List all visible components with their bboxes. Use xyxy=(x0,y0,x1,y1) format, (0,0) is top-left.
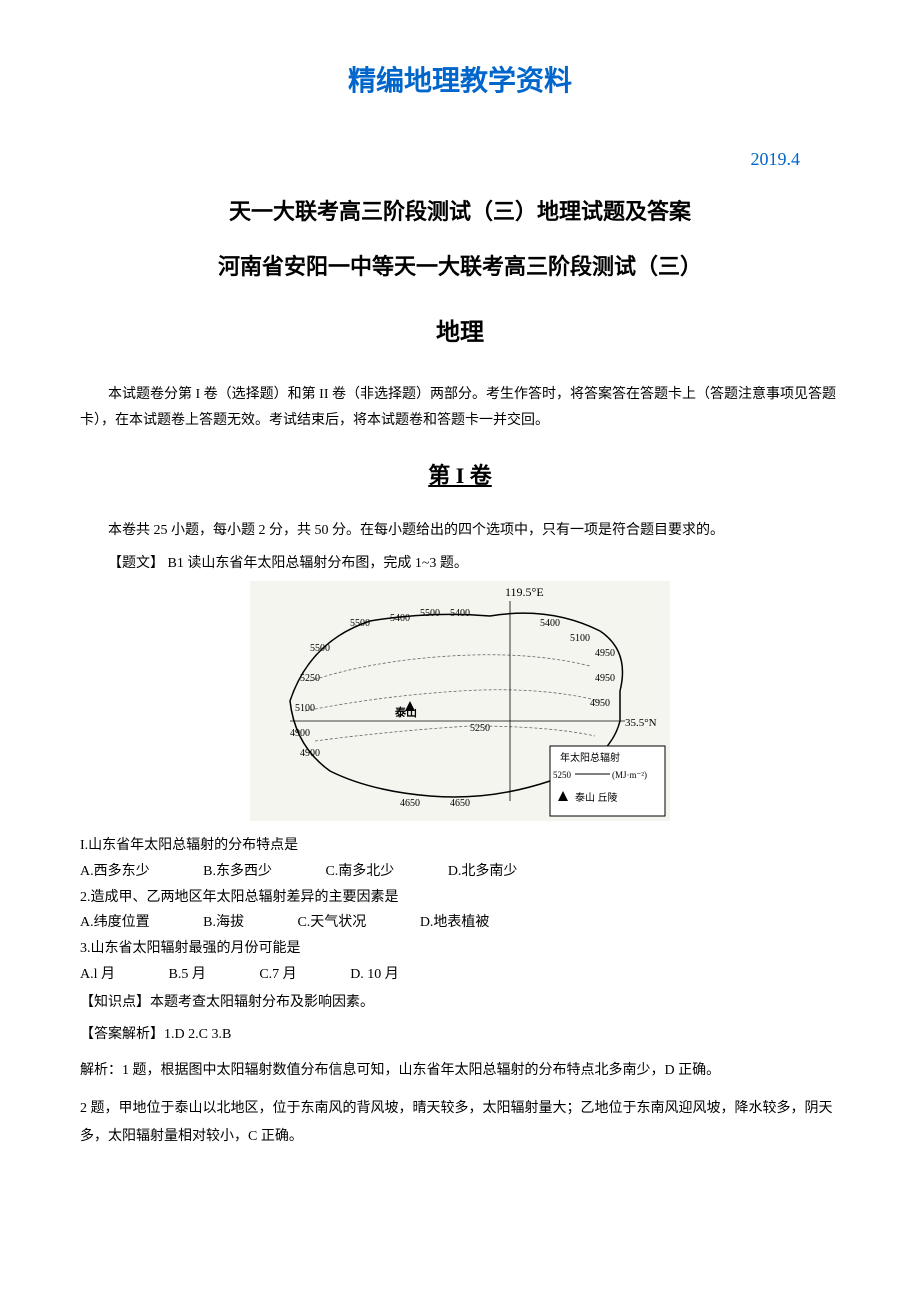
svg-text:5250: 5250 xyxy=(470,723,490,734)
q2-opt-c: C.天气状况 xyxy=(297,911,366,935)
svg-text:4900: 4900 xyxy=(290,728,310,739)
q2-opt-d: D.地表植被 xyxy=(420,911,490,935)
q1-opt-a: A.西多东少 xyxy=(80,860,150,884)
svg-text:4950: 4950 xyxy=(590,698,610,709)
main-title: 精编地理教学资料 xyxy=(80,60,840,105)
q1-opt-c: C.南多北少 xyxy=(325,860,394,884)
q1-opt-d: D.北多南少 xyxy=(448,860,518,884)
lon-label: 119.5°E xyxy=(505,585,544,599)
svg-text:4900: 4900 xyxy=(300,748,320,759)
svg-text:5500: 5500 xyxy=(420,608,440,619)
svg-text:泰山: 泰山 xyxy=(394,705,417,719)
svg-text:5500: 5500 xyxy=(350,618,370,629)
svg-text:(MJ·m⁻²): (MJ·m⁻²) xyxy=(612,770,647,780)
svg-text:年太阳总辐射: 年太阳总辐射 xyxy=(560,751,620,764)
exam-instructions: 本试题卷分第 I 卷（选择题）和第 II 卷（非选择题）两部分。考生作答时，将答… xyxy=(80,382,840,432)
answer-summary: 【答案解析】1.D 2.C 3.B xyxy=(80,1024,840,1046)
analysis-2: 2 题，甲地位于泰山以北地区，位于东南风的背风坡，晴天较多，太阳辐射量大；乙地位… xyxy=(80,1095,840,1151)
q3-opt-d: D. 10 月 xyxy=(350,963,399,987)
question-3-options: A.l 月 B.5 月 C.7 月 D. 10 月 xyxy=(80,963,840,987)
q2-opt-b: B.海拔 xyxy=(203,911,244,935)
svg-text:5500: 5500 xyxy=(310,643,330,654)
map-figure: 119.5°E 35.5°N 5500 5400 5500 5400 5400 … xyxy=(80,581,840,830)
section-1-instructions: 本卷共 25 小题，每小题 2 分，共 50 分。在每小题给出的四个选项中，只有… xyxy=(80,518,840,543)
question-3: 3.山东省太阳辐射最强的月份可能是 xyxy=(80,937,840,961)
section-1-title: 第 I 卷 xyxy=(80,458,840,493)
q2-opt-a: A.纬度位置 xyxy=(80,911,150,935)
svg-text:泰山 丘陵: 泰山 丘陵 xyxy=(575,791,618,804)
svg-text:5100: 5100 xyxy=(570,633,590,644)
knowledge-point: 【知识点】本题考查太阳辐射分布及影响因素。 xyxy=(80,992,840,1014)
svg-text:4950: 4950 xyxy=(595,673,615,684)
q3-opt-b: B.5 月 xyxy=(169,963,206,987)
q3-opt-c: C.7 月 xyxy=(259,963,296,987)
date-label: 2019.4 xyxy=(80,145,800,174)
svg-text:5400: 5400 xyxy=(540,618,560,629)
shandong-map-svg: 119.5°E 35.5°N 5500 5400 5500 5400 5400 … xyxy=(250,581,670,821)
svg-text:4650: 4650 xyxy=(400,798,420,809)
q1-opt-b: B.东多西少 xyxy=(203,860,272,884)
subject-title: 地理 xyxy=(80,314,840,352)
school-title: 河南省安阳一中等天一大联考高三阶段测试（三） xyxy=(80,249,840,284)
svg-text:5250: 5250 xyxy=(300,673,320,684)
svg-text:4650: 4650 xyxy=(450,798,470,809)
q3-opt-a: A.l 月 xyxy=(80,963,115,987)
question-2: 2.造成甲、乙两地区年太阳总辐射差异的主要因素是 xyxy=(80,886,840,910)
lat-label: 35.5°N xyxy=(625,717,657,729)
svg-text:5250: 5250 xyxy=(553,770,572,780)
question-2-options: A.纬度位置 B.海拔 C.天气状况 D.地表植被 xyxy=(80,911,840,935)
question-1-options: A.西多东少 B.东多西少 C.南多北少 D.北多南少 xyxy=(80,860,840,884)
analysis-1: 解析：1 题，根据图中太阳辐射数值分布信息可知，山东省年太阳总辐射的分布特点北多… xyxy=(80,1057,840,1085)
svg-text:5100: 5100 xyxy=(295,703,315,714)
svg-text:4950: 4950 xyxy=(595,648,615,659)
svg-text:5400: 5400 xyxy=(390,613,410,624)
question-intro: 【题文】 B1 读山东省年太阳总辐射分布图，完成 1~3 题。 xyxy=(80,553,840,575)
question-1: I.山东省年太阳总辐射的分布特点是 xyxy=(80,834,840,858)
exam-title: 天一大联考高三阶段测试（三）地理试题及答案 xyxy=(80,194,840,229)
svg-text:5400: 5400 xyxy=(450,608,470,619)
